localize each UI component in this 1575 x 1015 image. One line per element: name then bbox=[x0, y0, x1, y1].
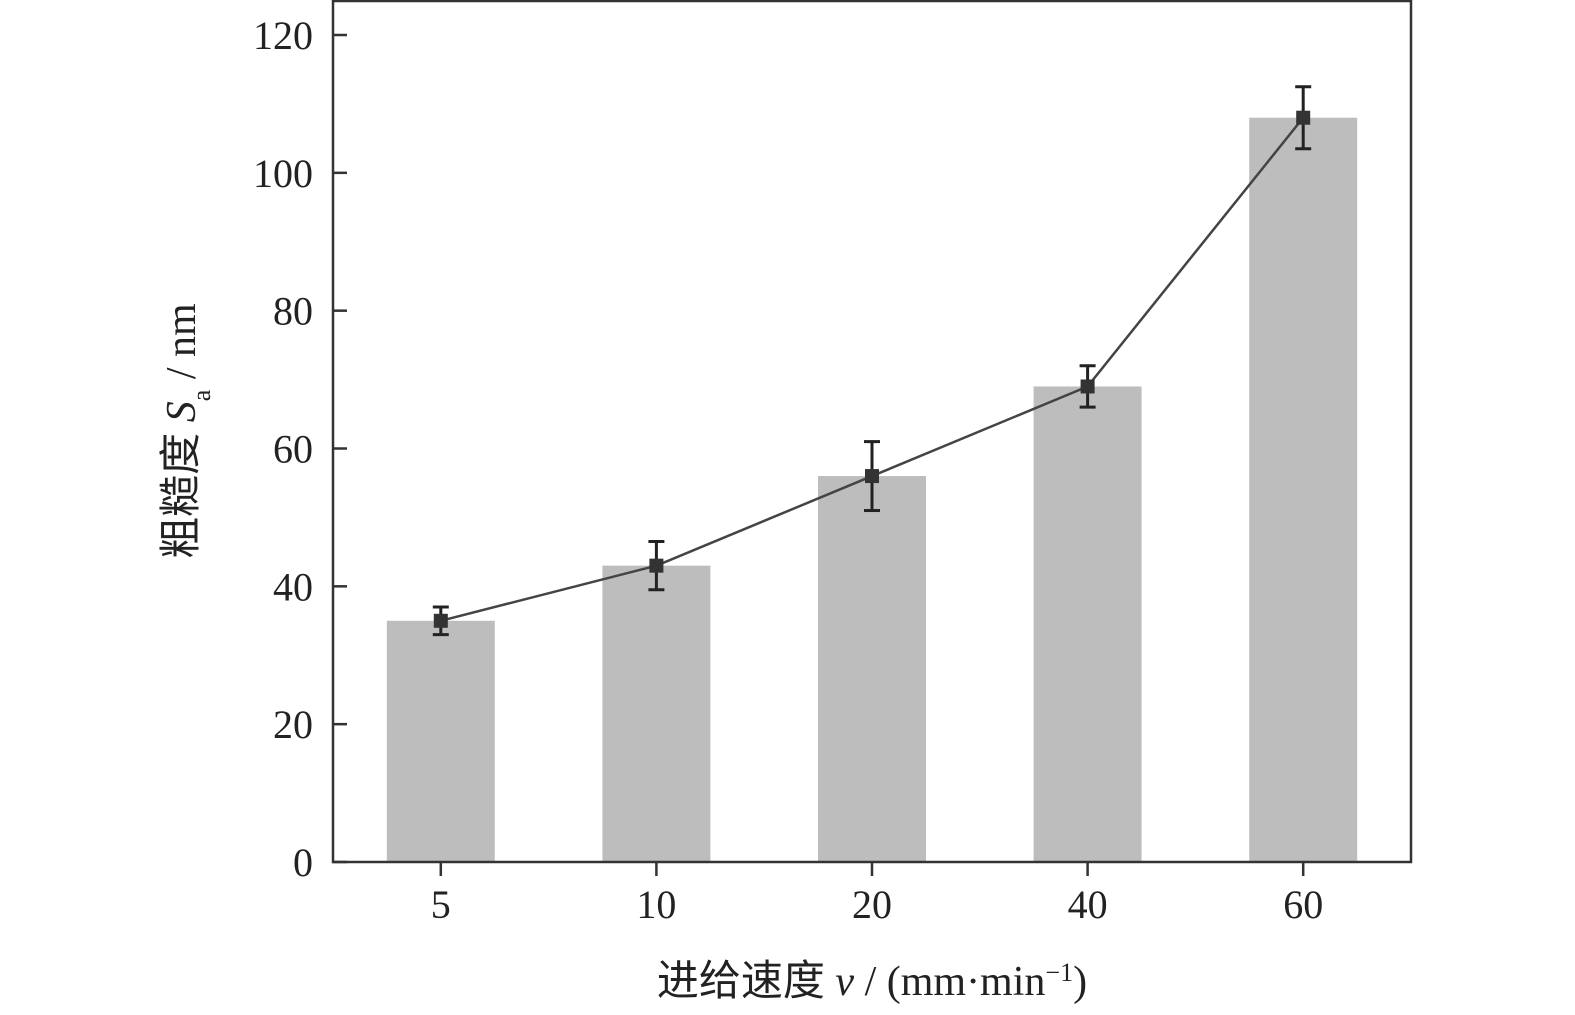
bar-60 bbox=[1249, 117, 1358, 862]
x-axis-title-sup: −1 bbox=[1045, 958, 1073, 987]
x-axis-title-var: v bbox=[835, 959, 854, 1005]
x-axis-title-unit-close: ) bbox=[1073, 959, 1087, 1005]
x-axis-title-prefix: 进给速度 bbox=[657, 959, 836, 1005]
y-tick-label-0: 0 bbox=[293, 840, 313, 885]
y-axis-title-prefix: 粗糙度 bbox=[159, 422, 205, 559]
bar-10 bbox=[602, 565, 711, 862]
x-tick-label-5: 5 bbox=[431, 882, 451, 927]
y-tick-label-80: 80 bbox=[273, 289, 313, 334]
x-tick-label-60: 60 bbox=[1283, 882, 1323, 927]
y-axis-title: 粗糙度 Sa / nm bbox=[159, 303, 216, 559]
x-tick-label-10: 10 bbox=[636, 882, 676, 927]
x-tick-label-40: 40 bbox=[1068, 882, 1108, 927]
marker-10 bbox=[649, 558, 664, 573]
markers-group bbox=[433, 110, 1311, 628]
y-axis-title-var: S bbox=[159, 401, 205, 422]
y-tick-label-120: 120 bbox=[253, 13, 313, 58]
y-tick-label-40: 40 bbox=[273, 564, 313, 609]
x-axis: 5 10 20 40 60 bbox=[431, 862, 1323, 927]
bars-group bbox=[386, 117, 1358, 862]
marker-40 bbox=[1080, 379, 1095, 394]
bar-5 bbox=[386, 620, 495, 862]
y-axis-title-sub: a bbox=[187, 389, 216, 401]
bar-20 bbox=[818, 476, 926, 862]
x-tick-label-20: 20 bbox=[852, 882, 892, 927]
y-axis-title-unit: / nm bbox=[159, 303, 205, 390]
y-tick-label-100: 100 bbox=[253, 151, 313, 196]
marker-20 bbox=[865, 469, 879, 484]
marker-60 bbox=[1296, 110, 1311, 125]
bar-40 bbox=[1033, 386, 1142, 862]
y-axis: 0 20 40 60 80 100 120 bbox=[253, 13, 347, 885]
y-tick-label-20: 20 bbox=[273, 702, 313, 747]
marker-5 bbox=[433, 613, 448, 628]
x-axis-title-unit-open: / (mm·min bbox=[854, 959, 1045, 1005]
x-axis-title: 进给速度 v / (mm·min−1) bbox=[657, 958, 1087, 1006]
y-tick-label-60: 60 bbox=[273, 427, 313, 472]
